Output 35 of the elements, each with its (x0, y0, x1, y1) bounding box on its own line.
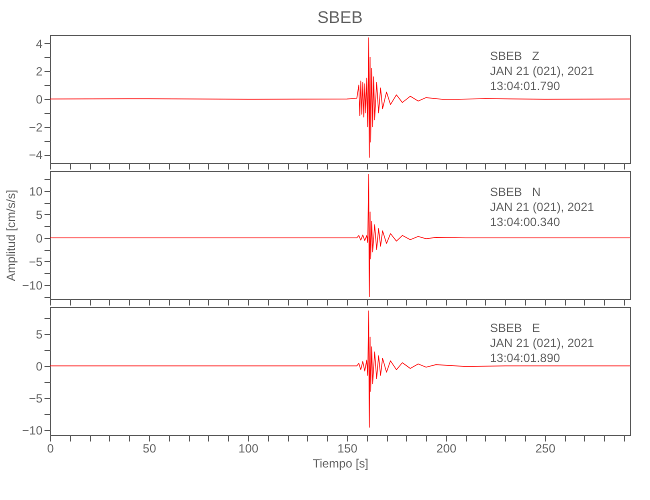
y-tick-label: 10 (29, 184, 43, 198)
y-tick-label: −2 (28, 120, 43, 134)
x-tick-label: 250 (535, 442, 556, 456)
x-tick-label: 100 (238, 442, 259, 456)
y-tick-label: 2 (36, 64, 43, 79)
y-tick-label: 5 (36, 327, 43, 342)
y-tick-label: −10 (22, 278, 43, 292)
line-series (50, 37, 630, 158)
y-tick-label: 0 (36, 359, 43, 374)
y-tick-label: −4 (28, 148, 43, 162)
annotation: 13:04:01.790 (490, 79, 560, 93)
line-series (50, 174, 630, 297)
x-tick-label: 50 (142, 442, 156, 456)
line-series (50, 310, 630, 428)
annotation: SBEB Z (490, 49, 540, 63)
x-tick-label: 150 (337, 442, 358, 456)
y-tick-label: −10 (22, 423, 43, 438)
annotation: SBEB E (490, 321, 540, 335)
x-axis-title: Tiempo [s] (312, 456, 368, 470)
y-axis-title: Amplitud [cm/s/s] (4, 190, 18, 282)
annotation: SBEB N (490, 185, 541, 199)
annotation: JAN 21 (021), 2021 (490, 200, 594, 214)
y-tick-label: 0 (36, 231, 43, 246)
y-tick-label: 4 (36, 36, 43, 51)
annotation: JAN 21 (021), 2021 (490, 336, 594, 350)
y-tick-label: −5 (28, 391, 43, 406)
x-tick-label: 0 (47, 442, 54, 456)
y-tick-label: −5 (28, 254, 43, 269)
annotation: 13:04:00.340 (490, 215, 560, 229)
chart-title: SBEB (317, 8, 363, 27)
annotation: JAN 21 (021), 2021 (490, 64, 594, 78)
x-tick-label: 200 (436, 442, 457, 456)
y-tick-label: 5 (36, 208, 43, 222)
y-tick-label: 0 (36, 92, 43, 106)
annotation: 13:04:01.890 (490, 351, 560, 365)
